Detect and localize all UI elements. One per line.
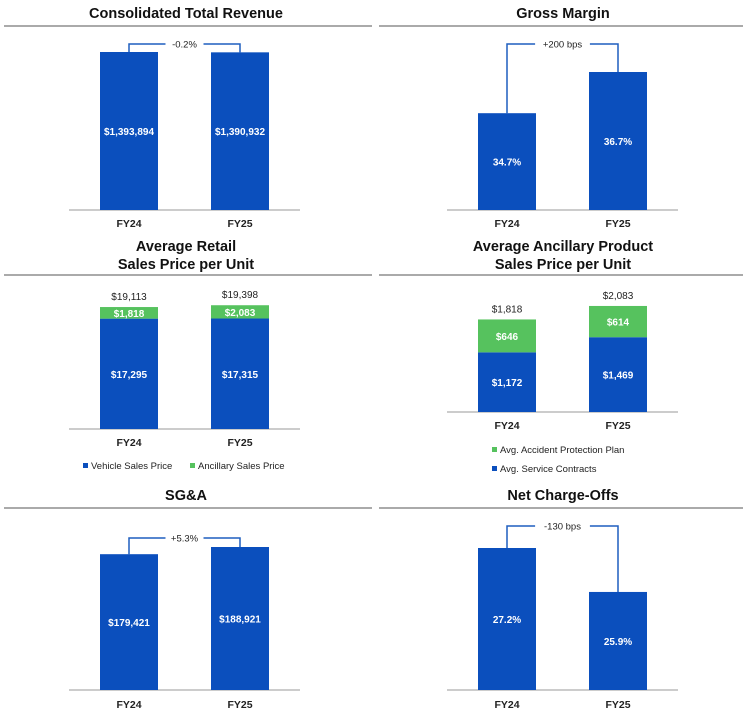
stacked-bar-segment — [211, 318, 269, 429]
bar-value-label: $1,393,894 — [104, 127, 154, 138]
chart-title: Gross Margin — [516, 6, 609, 22]
stacked-bar-segment — [478, 319, 536, 353]
segment-value-label: $17,295 — [111, 370, 148, 381]
x-tick-label: FY25 — [605, 218, 630, 230]
chart-title: Average Retail — [136, 239, 236, 255]
change-connector-right — [203, 537, 241, 547]
panel-consolidated-total-revenue: Consolidated Total Revenue FY24 FY25 $1,393… — [4, 6, 372, 230]
stacked-bar-segment — [100, 318, 158, 429]
x-tick-label: FY24 — [494, 218, 519, 230]
chart-title: Consolidated Total Revenue — [89, 6, 283, 22]
x-tick-label: FY24 — [116, 437, 141, 449]
legend-swatch — [492, 447, 497, 452]
change-connector-left — [506, 43, 536, 114]
chart-title: SG&A — [165, 488, 207, 504]
change-annotation: -130 bps — [544, 522, 581, 533]
chart-title: Average Ancillary Product — [473, 239, 653, 255]
legend-swatch — [492, 466, 497, 471]
x-tick-label: FY25 — [605, 699, 630, 711]
bar-total-label: $1,818 — [492, 304, 523, 315]
panel-average-retail-sales-price: Average Retail Sales Price per Unit FY24 FY… — [4, 239, 372, 472]
segment-value-label: $1,469 — [603, 371, 634, 382]
bar-value-label: 34.7% — [493, 158, 521, 169]
legend-swatch — [190, 463, 195, 468]
bar-value-label: 27.2% — [493, 615, 521, 626]
bar-total-label: $19,113 — [111, 292, 147, 303]
x-tick-label: FY25 — [605, 420, 630, 432]
legend-entry: Avg. Accident Protection Plan — [500, 445, 624, 456]
x-tick-label: FY25 — [227, 437, 252, 449]
bar — [478, 113, 536, 210]
x-tick-label: FY25 — [227, 218, 252, 230]
x-tick-label: FY24 — [116, 218, 141, 230]
stacked-bar-segment — [100, 307, 158, 319]
bar-total-label: $2,083 — [603, 291, 634, 302]
change-annotation: +200 bps — [543, 40, 583, 51]
bar-value-label: 36.7% — [604, 137, 632, 148]
bar-value-label: $188,921 — [219, 615, 261, 626]
legend-entry: Avg. Service Contracts — [500, 464, 597, 475]
panel-gross-margin: Gross Margin FY24 FY25 34.7% 36.7% +200 bps — [379, 6, 743, 230]
panel-sga: SG&A FY24 FY25 $179,421 $188,921 +5.3% — [4, 488, 372, 711]
bar — [478, 548, 536, 690]
panel-average-ancillary-product-price: Average Ancillary Product Sales Price per… — [379, 239, 743, 475]
change-connector-right — [203, 43, 241, 53]
bar-value-label: 25.9% — [604, 637, 632, 648]
change-connector-left — [128, 537, 166, 555]
bar — [589, 72, 647, 210]
x-tick-label: FY24 — [494, 420, 519, 432]
stacked-bar-segment — [589, 337, 647, 412]
chart-title: Sales Price per Unit — [118, 257, 254, 273]
bar — [589, 591, 647, 690]
change-connector-right — [589, 525, 619, 592]
segment-value-label: $614 — [607, 318, 630, 329]
bar — [211, 547, 269, 690]
segment-value-label: $1,172 — [492, 378, 523, 389]
bar — [100, 52, 158, 210]
change-connector-right — [589, 43, 619, 72]
change-annotation: +5.3% — [171, 534, 199, 545]
chart-title: Sales Price per Unit — [495, 257, 631, 273]
bar — [100, 554, 158, 690]
stacked-bar-segment — [589, 305, 647, 338]
segment-value-label: $2,083 — [225, 308, 256, 319]
legend-entry: Ancillary Sales Price — [198, 461, 285, 472]
segment-value-label: $17,315 — [222, 370, 259, 381]
bar — [211, 52, 269, 210]
change-annotation: -0.2% — [172, 40, 197, 51]
stacked-bar-segment — [211, 305, 269, 319]
x-tick-label: FY24 — [494, 699, 519, 711]
stacked-bar-segment — [478, 352, 536, 412]
change-connector-left — [128, 43, 166, 52]
segment-value-label: $646 — [496, 332, 519, 343]
chart-title: Net Charge-Offs — [507, 488, 618, 504]
x-tick-label: FY25 — [227, 699, 252, 711]
bar-value-label: $179,421 — [108, 618, 150, 629]
segment-value-label: $1,818 — [114, 309, 145, 320]
bar-value-label: $1,390,932 — [215, 127, 265, 138]
legend-swatch — [83, 463, 88, 468]
change-connector-left — [506, 525, 536, 548]
panel-net-charge-offs: Net Charge-Offs FY24 FY25 27.2% 25.9% -130 bp… — [379, 488, 743, 711]
legend-entry: Vehicle Sales Price — [91, 461, 172, 472]
bar-total-label: $19,398 — [222, 290, 259, 301]
x-tick-label: FY24 — [116, 699, 141, 711]
